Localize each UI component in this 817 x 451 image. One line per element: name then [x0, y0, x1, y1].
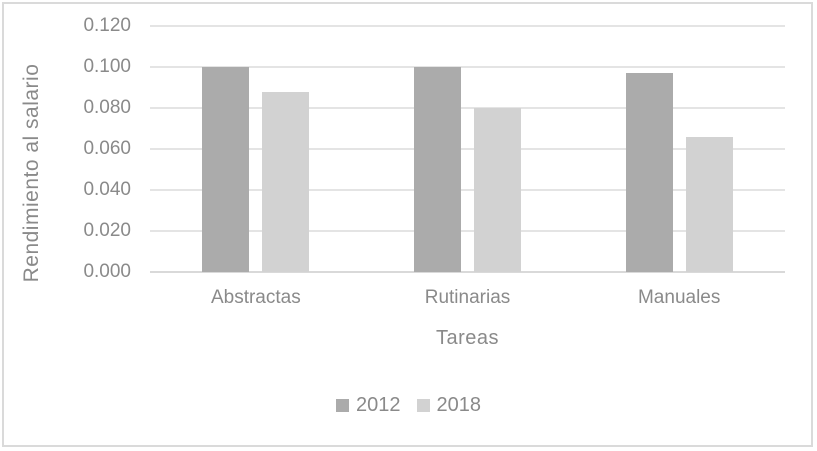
bar-group-rutinarias [362, 26, 574, 272]
x-axis-category-labels: Abstractas Rutinarias Manuales [150, 287, 785, 309]
legend-item-2012: 2012 [336, 394, 401, 417]
legend-label: 2018 [436, 394, 482, 416]
y-tick-label: 0.000 [83, 261, 131, 282]
bar-2018-abstractas [262, 91, 310, 272]
legend-label: 2012 [356, 394, 401, 416]
y-tick-label: 0.080 [83, 97, 131, 119]
legend-swatch-icon [416, 399, 430, 412]
gridline [150, 148, 785, 150]
bar-group-abstractas [150, 26, 362, 272]
bar-2012-abstractas [202, 67, 250, 272]
legend-swatch-icon [336, 399, 349, 412]
x-category-label-rutinarias: Rutinarias [424, 287, 511, 308]
legend: 2012 2018 [0, 394, 817, 417]
y-axis-tick-labels: 0.000 0.020 0.040 0.060 0.080 0.100 0.120 [0, 15, 131, 282]
bar-2018-rutinarias [474, 108, 521, 272]
y-tick-label: 0.120 [83, 15, 131, 36]
bar-2012-rutinarias [414, 67, 461, 272]
y-tick-label: 0.100 [83, 56, 131, 77]
x-axis-title: Tareas [435, 327, 500, 349]
x-category-label-manuales: Manuales [637, 287, 721, 308]
gridline [150, 66, 785, 68]
x-category-label-abstractas: Abstractas [210, 287, 301, 308]
gridline [150, 107, 785, 110]
gridline [150, 189, 785, 192]
y-tick-label: 0.040 [83, 179, 131, 201]
gridline [150, 25, 785, 27]
bar-2012-manuales [625, 73, 673, 272]
bar-groups [150, 26, 785, 272]
y-tick-label: 0.060 [83, 138, 131, 159]
gridline [150, 230, 785, 233]
bar-group-manuales [573, 26, 785, 272]
y-tick-label: 0.020 [83, 220, 131, 242]
bar-2018-manuales [685, 136, 733, 272]
legend-item-2018: 2018 [416, 394, 482, 417]
plot-area [150, 25, 785, 273]
chart-border [2, 2, 813, 447]
x-axis-line [150, 271, 785, 273]
